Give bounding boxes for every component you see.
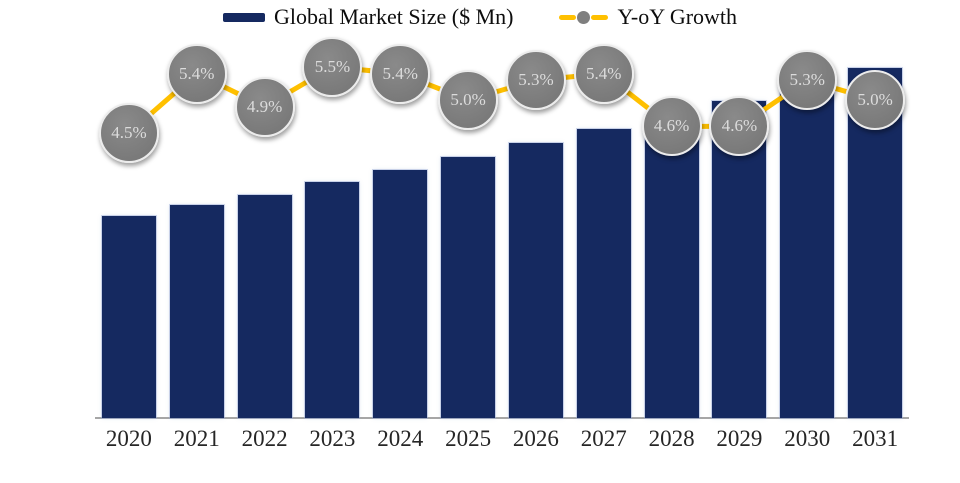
legend: Global Market Size ($ Mn) Y-oY Growth	[0, 4, 960, 30]
legend-market-size-label: Global Market Size ($ Mn)	[273, 4, 514, 29]
x-tick-2022: 2022	[241, 426, 288, 451]
x-tick-2027: 2027	[580, 426, 627, 451]
bar-2021	[169, 205, 224, 418]
line-dash-icon	[559, 14, 577, 20]
line-marker-icon	[559, 10, 609, 24]
bar-swatch-icon	[222, 12, 265, 22]
growth-bubble-2023: 5.5%	[302, 37, 363, 97]
bar-2022	[237, 194, 292, 418]
x-tick-2029: 2029	[716, 426, 763, 451]
x-tick-2023: 2023	[309, 426, 356, 451]
legend-growth-label: Y-oY Growth	[617, 4, 738, 29]
growth-bubble-2020: 4.5%	[98, 103, 159, 163]
bar-2020	[101, 216, 156, 418]
growth-bubble-2028: 4.6%	[641, 96, 702, 157]
x-axis-line	[95, 417, 909, 419]
bar-2026	[508, 143, 563, 418]
x-tick-2021: 2021	[173, 426, 220, 451]
growth-bubble-2025: 5.0%	[438, 70, 499, 130]
growth-bubble-2024: 5.4%	[370, 43, 431, 104]
x-tick-2028: 2028	[648, 426, 695, 451]
line-dot-icon	[577, 10, 591, 24]
growth-bubble-2031: 5.0%	[845, 70, 906, 130]
growth-bubble-2021: 5.4%	[166, 43, 227, 104]
growth-bubble-2027: 5.4%	[573, 43, 634, 104]
line-dash-icon	[591, 14, 609, 20]
bar-2025	[441, 157, 496, 418]
bar-2027	[576, 128, 631, 418]
x-tick-2020: 2020	[105, 426, 152, 451]
bar-2023	[305, 182, 360, 418]
bar-2024	[373, 169, 428, 418]
x-tick-2025: 2025	[445, 426, 492, 451]
x-tick-2031: 2031	[852, 426, 899, 451]
growth-bubble-2022: 4.9%	[234, 76, 295, 137]
bar-2028	[644, 115, 699, 418]
legend-item-market-size: Global Market Size ($ Mn)	[222, 4, 514, 30]
bar-2030	[780, 84, 835, 418]
legend-item-growth: Y-oY Growth	[559, 4, 737, 30]
growth-bubble-2026: 5.3%	[505, 50, 566, 111]
x-tick-2030: 2030	[784, 426, 831, 451]
x-tick-2026: 2026	[512, 426, 559, 451]
x-tick-2024: 2024	[377, 426, 424, 451]
